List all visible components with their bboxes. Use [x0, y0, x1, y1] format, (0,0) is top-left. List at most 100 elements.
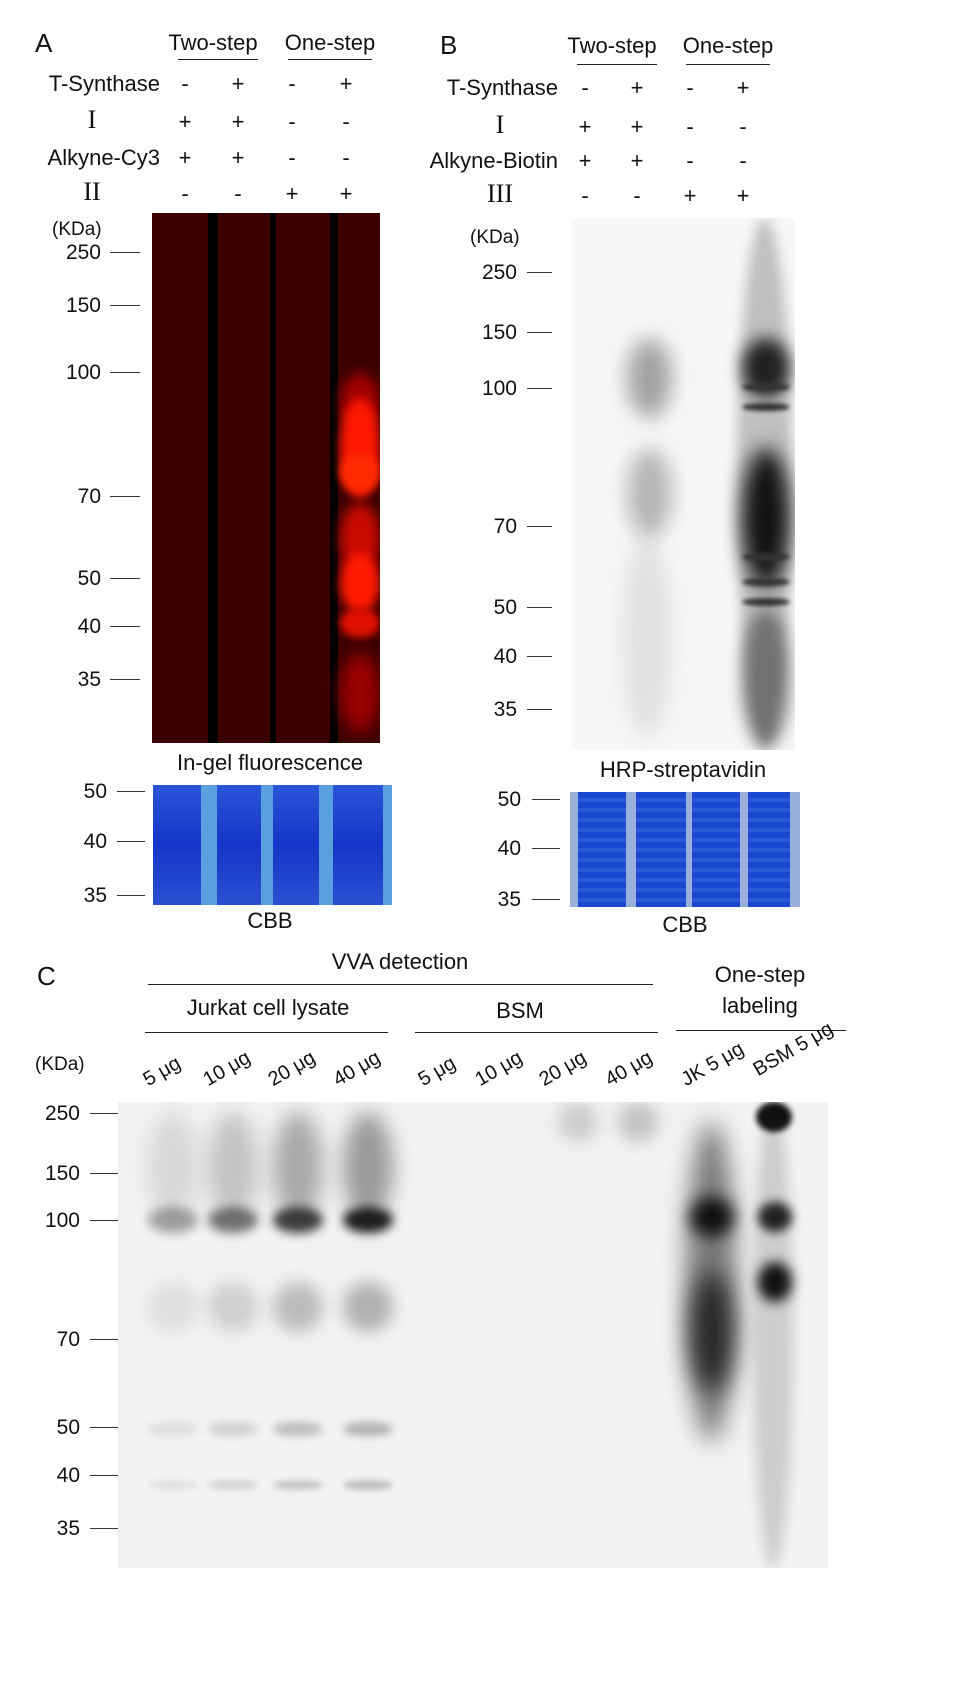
- sign: +: [630, 114, 644, 139]
- marker-tick: [110, 626, 140, 627]
- marker-tick: [110, 372, 140, 373]
- band: [343, 1480, 393, 1490]
- sign: -: [342, 109, 350, 134]
- row-label: II: [83, 177, 101, 206]
- marker-tick: [527, 607, 552, 608]
- marker-label: 100: [481, 377, 517, 400]
- band: [148, 1282, 198, 1332]
- lane-label: 5 μg: [414, 1052, 460, 1091]
- marker-label: 150: [65, 294, 101, 317]
- marker-tick: [527, 272, 552, 273]
- panel-a-fluorescence-gel: [152, 213, 380, 743]
- marker-label: 50: [56, 1416, 80, 1439]
- gel-lane: [217, 785, 261, 905]
- marker-label: 40: [56, 1464, 80, 1487]
- sign: -: [739, 148, 747, 173]
- row-label: T-Synthase: [446, 75, 558, 100]
- marker-label: 40: [497, 837, 521, 860]
- marker-label: 40: [77, 615, 101, 638]
- panel-a-gel-caption: In-gel fluorescence: [177, 750, 363, 775]
- sign: -: [633, 183, 641, 208]
- marker-label: 35: [56, 1517, 80, 1540]
- marker-label: 70: [56, 1328, 80, 1351]
- sign: -: [581, 183, 589, 208]
- panel-c-vva-blot: [118, 1102, 828, 1568]
- marker-tick: [117, 895, 145, 896]
- marker-label: 250: [481, 261, 517, 284]
- marker-label: 50: [77, 567, 101, 590]
- marker-label: 40: [493, 645, 517, 668]
- sign: +: [285, 181, 299, 206]
- band: [758, 1262, 792, 1302]
- marker-label: 35: [83, 884, 107, 907]
- panel-b-two-step: Two-step: [567, 33, 657, 58]
- band: [148, 1207, 198, 1233]
- band: [273, 1112, 323, 1222]
- panel-b-letter: B: [440, 30, 458, 60]
- row-label: T-Synthase: [48, 71, 160, 96]
- band: [148, 1480, 198, 1490]
- band: [758, 1202, 792, 1232]
- sign: +: [630, 148, 644, 173]
- band: [273, 1207, 323, 1233]
- marker-tick: [90, 1220, 118, 1221]
- sign: +: [630, 75, 644, 100]
- gel-lane: [152, 213, 208, 743]
- marker-tick: [90, 1113, 118, 1114]
- sign: +: [178, 109, 192, 134]
- lane-label: 40 μg: [329, 1046, 385, 1091]
- marker-tick: [110, 578, 140, 579]
- marker-label: 50: [497, 788, 521, 811]
- gel-lane: [748, 792, 790, 907]
- marker-label: 40: [83, 830, 107, 853]
- marker-label: 250: [65, 241, 101, 264]
- panel-b-cbb-gel: [570, 792, 800, 907]
- band: [340, 453, 380, 493]
- row-label: I: [495, 110, 505, 139]
- sign: -: [581, 75, 589, 100]
- marker-label: 35: [77, 668, 101, 691]
- sign: +: [578, 114, 592, 139]
- sign: +: [736, 183, 750, 208]
- gel-lane: [333, 785, 383, 905]
- row-label: Alkyne-Biotin: [429, 148, 558, 173]
- panel-c-letter: C: [37, 961, 56, 991]
- row-label: I: [87, 105, 97, 134]
- sign: +: [231, 109, 245, 134]
- marker-label: 70: [77, 485, 101, 508]
- band: [622, 538, 672, 738]
- panel-c-one-step-2: labeling: [722, 993, 798, 1018]
- band: [618, 1102, 658, 1142]
- sign: -: [342, 145, 350, 170]
- band: [558, 1102, 598, 1142]
- gel-lane: [276, 213, 330, 743]
- marker-label: 70: [493, 515, 517, 538]
- panel-b-cbb-caption: CBB: [662, 912, 708, 937]
- marker-tick: [90, 1173, 118, 1174]
- panel-c-bsm: BSM: [496, 998, 544, 1023]
- marker-tick: [527, 526, 552, 527]
- band: [343, 1207, 393, 1233]
- sign: -: [234, 181, 242, 206]
- panel-b-gel-caption: HRP-streptavidin: [599, 757, 767, 782]
- sign: -: [288, 71, 296, 96]
- band: [208, 1282, 258, 1332]
- panel-c-jurkat: Jurkat cell lysate: [186, 995, 350, 1020]
- band: [742, 383, 790, 391]
- band: [208, 1207, 258, 1233]
- panel-b-streptavidin-blot: [572, 218, 795, 750]
- band: [742, 403, 790, 411]
- lane-label: 20 μg: [264, 1046, 320, 1091]
- band: [340, 653, 380, 733]
- sign: +: [231, 71, 245, 96]
- sign: -: [739, 114, 747, 139]
- marker-label: 50: [83, 780, 107, 803]
- panel-a-cbb-gel: [153, 785, 392, 905]
- panel-b-one-step: One-step: [682, 33, 774, 58]
- band: [690, 1197, 734, 1237]
- lane-label: 10 μg: [199, 1046, 255, 1091]
- band: [273, 1480, 323, 1490]
- marker-tick: [110, 305, 140, 306]
- band: [756, 1102, 792, 1132]
- marker-tick: [532, 899, 560, 900]
